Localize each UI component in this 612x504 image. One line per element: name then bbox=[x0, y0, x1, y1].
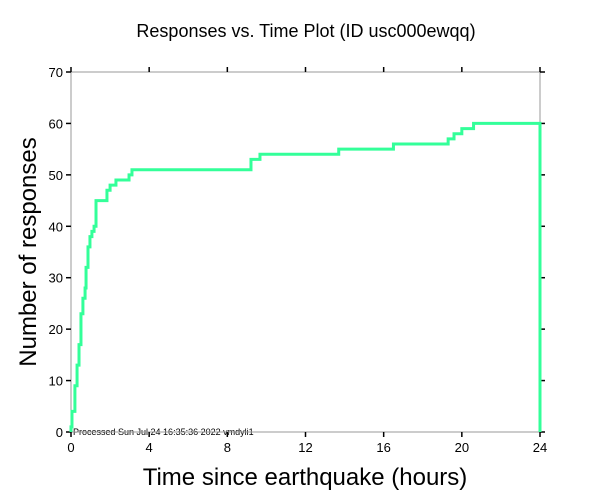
y-tick-label: 40 bbox=[49, 219, 63, 234]
chart-title: Responses vs. Time Plot (ID usc000ewqq) bbox=[136, 21, 475, 41]
x-tick-label: 12 bbox=[298, 440, 312, 455]
x-tick-label: 8 bbox=[224, 440, 231, 455]
x-tick-label: 16 bbox=[376, 440, 390, 455]
y-tick-label: 30 bbox=[49, 271, 63, 286]
y-tick-label: 50 bbox=[49, 168, 63, 183]
y-tick-label: 0 bbox=[56, 425, 63, 440]
series-line-responses bbox=[69, 121, 542, 432]
y-axis-label: Number of responses bbox=[15, 137, 42, 366]
x-axis-label: Time since earthquake (hours) bbox=[143, 464, 468, 491]
y-tick-label: 70 bbox=[49, 65, 63, 80]
x-tick-label: 20 bbox=[455, 440, 469, 455]
y-tick-label: 10 bbox=[49, 374, 63, 389]
x-tick-label: 0 bbox=[67, 440, 74, 455]
y-tick-label: 20 bbox=[49, 322, 63, 337]
x-tick-label: 4 bbox=[146, 440, 153, 455]
y-tick-label: 60 bbox=[49, 116, 63, 131]
plot-frame bbox=[70, 71, 541, 433]
x-tick-label: 24 bbox=[533, 440, 547, 455]
